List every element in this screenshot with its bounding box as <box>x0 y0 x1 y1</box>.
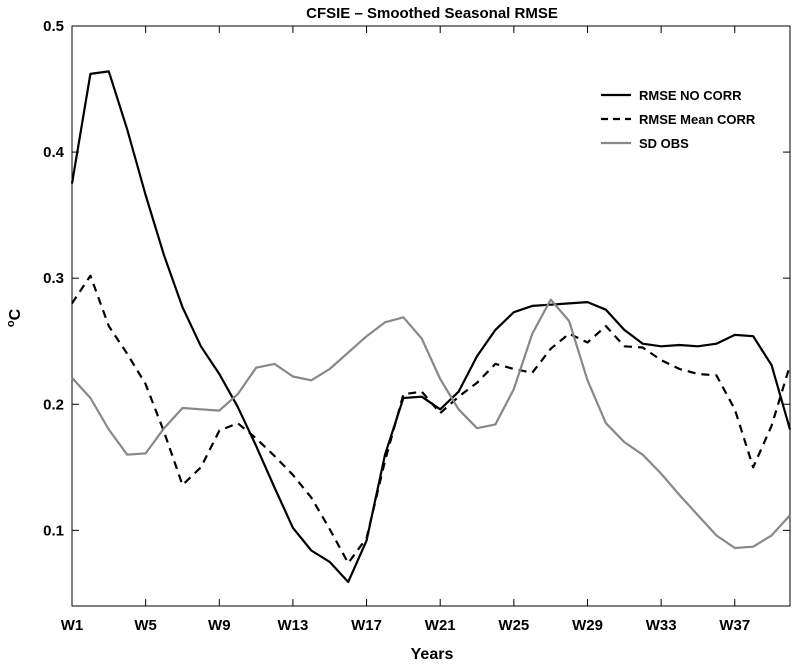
series-lines <box>70 70 792 584</box>
x-tick-label: W37 <box>719 617 750 634</box>
x-tick-label: W17 <box>351 617 382 634</box>
legend: RMSE NO CORR RMSE Mean CORR SD OBS <box>601 88 756 151</box>
y-axis-label-text: oC <box>5 308 24 327</box>
x-tick-label: W5 <box>134 617 157 634</box>
x-axis-ticks: W1 W5 W9 W13 W17 W21 W25 W29 W33 W37 <box>61 26 750 634</box>
y-axis-label-unit: C <box>7 308 24 320</box>
x-tick-label: W25 <box>498 617 529 634</box>
chart-title: CFSIE – Smoothed Seasonal RMSE <box>306 5 558 22</box>
legend-label: RMSE Mean CORR <box>639 112 756 127</box>
legend-label: SD OBS <box>639 136 689 151</box>
series-line-2 <box>71 274 792 565</box>
y-tick-label: 0.4 <box>43 144 65 161</box>
y-tick-label: 0.3 <box>43 270 64 287</box>
x-tick-label: W29 <box>572 617 603 634</box>
x-tick-label: W13 <box>278 617 309 634</box>
y-axis-label: oC <box>5 308 24 327</box>
x-tick-label: W9 <box>208 617 231 634</box>
y-axis-label-degree: o <box>5 320 17 327</box>
y-tick-label: 0.5 <box>43 18 64 35</box>
legend-label: RMSE NO CORR <box>639 88 742 103</box>
x-tick-label: W33 <box>646 617 677 634</box>
x-axis-label: Years <box>411 646 454 663</box>
x-tick-label: W1 <box>61 617 84 634</box>
x-tick-label: W21 <box>425 617 456 634</box>
plot-area <box>71 25 791 607</box>
series-line-3 <box>71 298 791 550</box>
y-tick-label: 0.2 <box>43 396 64 413</box>
y-tick-label: 0.1 <box>43 522 64 539</box>
y-axis-ticks: 0.1 0.2 0.3 0.4 0.5 <box>43 18 790 539</box>
